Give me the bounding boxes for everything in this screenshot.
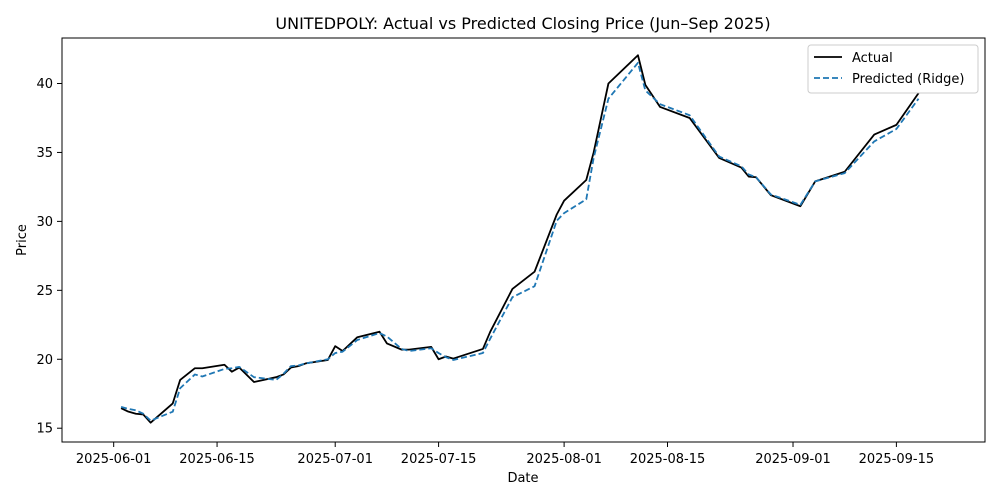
- series-line-actual: [120, 54, 920, 424]
- y-tick-label: 15: [36, 422, 53, 437]
- x-tick-label: 2025-06-15: [179, 452, 255, 467]
- y-tick-label: 30: [36, 215, 53, 230]
- x-tick-label: 2025-08-01: [526, 452, 602, 467]
- x-tick-label: 2025-07-15: [401, 452, 477, 467]
- x-tick-label: 2025-06-01: [76, 452, 152, 467]
- legend-label-actual: Actual: [852, 51, 893, 66]
- series-line-predicted: [120, 61, 920, 422]
- y-tick-label: 40: [36, 77, 53, 92]
- x-tick-label: 2025-07-01: [297, 452, 373, 467]
- x-tick-label: 2025-08-15: [630, 452, 706, 467]
- x-axis: 2025-06-01 2025-06-15 2025-07-01 2025-07-15…: [76, 442, 934, 467]
- y-tick-label: 35: [36, 146, 53, 161]
- legend: Actual Predicted (Ridge): [807, 44, 979, 94]
- y-axis-title: Price: [15, 224, 30, 256]
- x-tick-label: 2025-09-01: [755, 452, 831, 467]
- x-tick-label: 2025-09-15: [859, 452, 935, 467]
- y-tick-label: 20: [36, 353, 53, 368]
- x-axis-title: Date: [507, 471, 538, 486]
- y-tick-label: 25: [36, 284, 53, 299]
- legend-box: [807, 44, 979, 94]
- chart-title: UNITEDPOLY: Actual vs Predicted Closing …: [275, 14, 770, 33]
- y-axis: 15 20 25 30 35 40: [36, 77, 62, 437]
- legend-label-predicted: Predicted (Ridge): [852, 72, 964, 87]
- plot-area: [61, 37, 986, 443]
- plot-frame: [61, 37, 986, 443]
